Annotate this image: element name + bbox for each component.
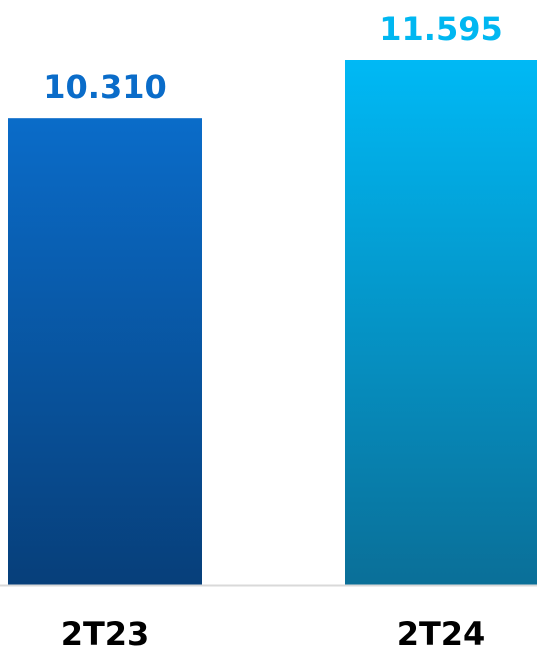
bar-2T23 <box>8 118 202 585</box>
labels-layer: 10.310 2T23 11.595 2T24 <box>43 10 502 650</box>
data-label-2T24: 11.595 <box>379 10 502 48</box>
category-label-2T23: 2T23 <box>61 615 150 650</box>
category-label-2T24: 2T24 <box>397 615 486 650</box>
data-label-2T23: 10.310 <box>43 68 166 106</box>
bar-2T24 <box>345 60 537 585</box>
bars-layer <box>8 60 537 585</box>
